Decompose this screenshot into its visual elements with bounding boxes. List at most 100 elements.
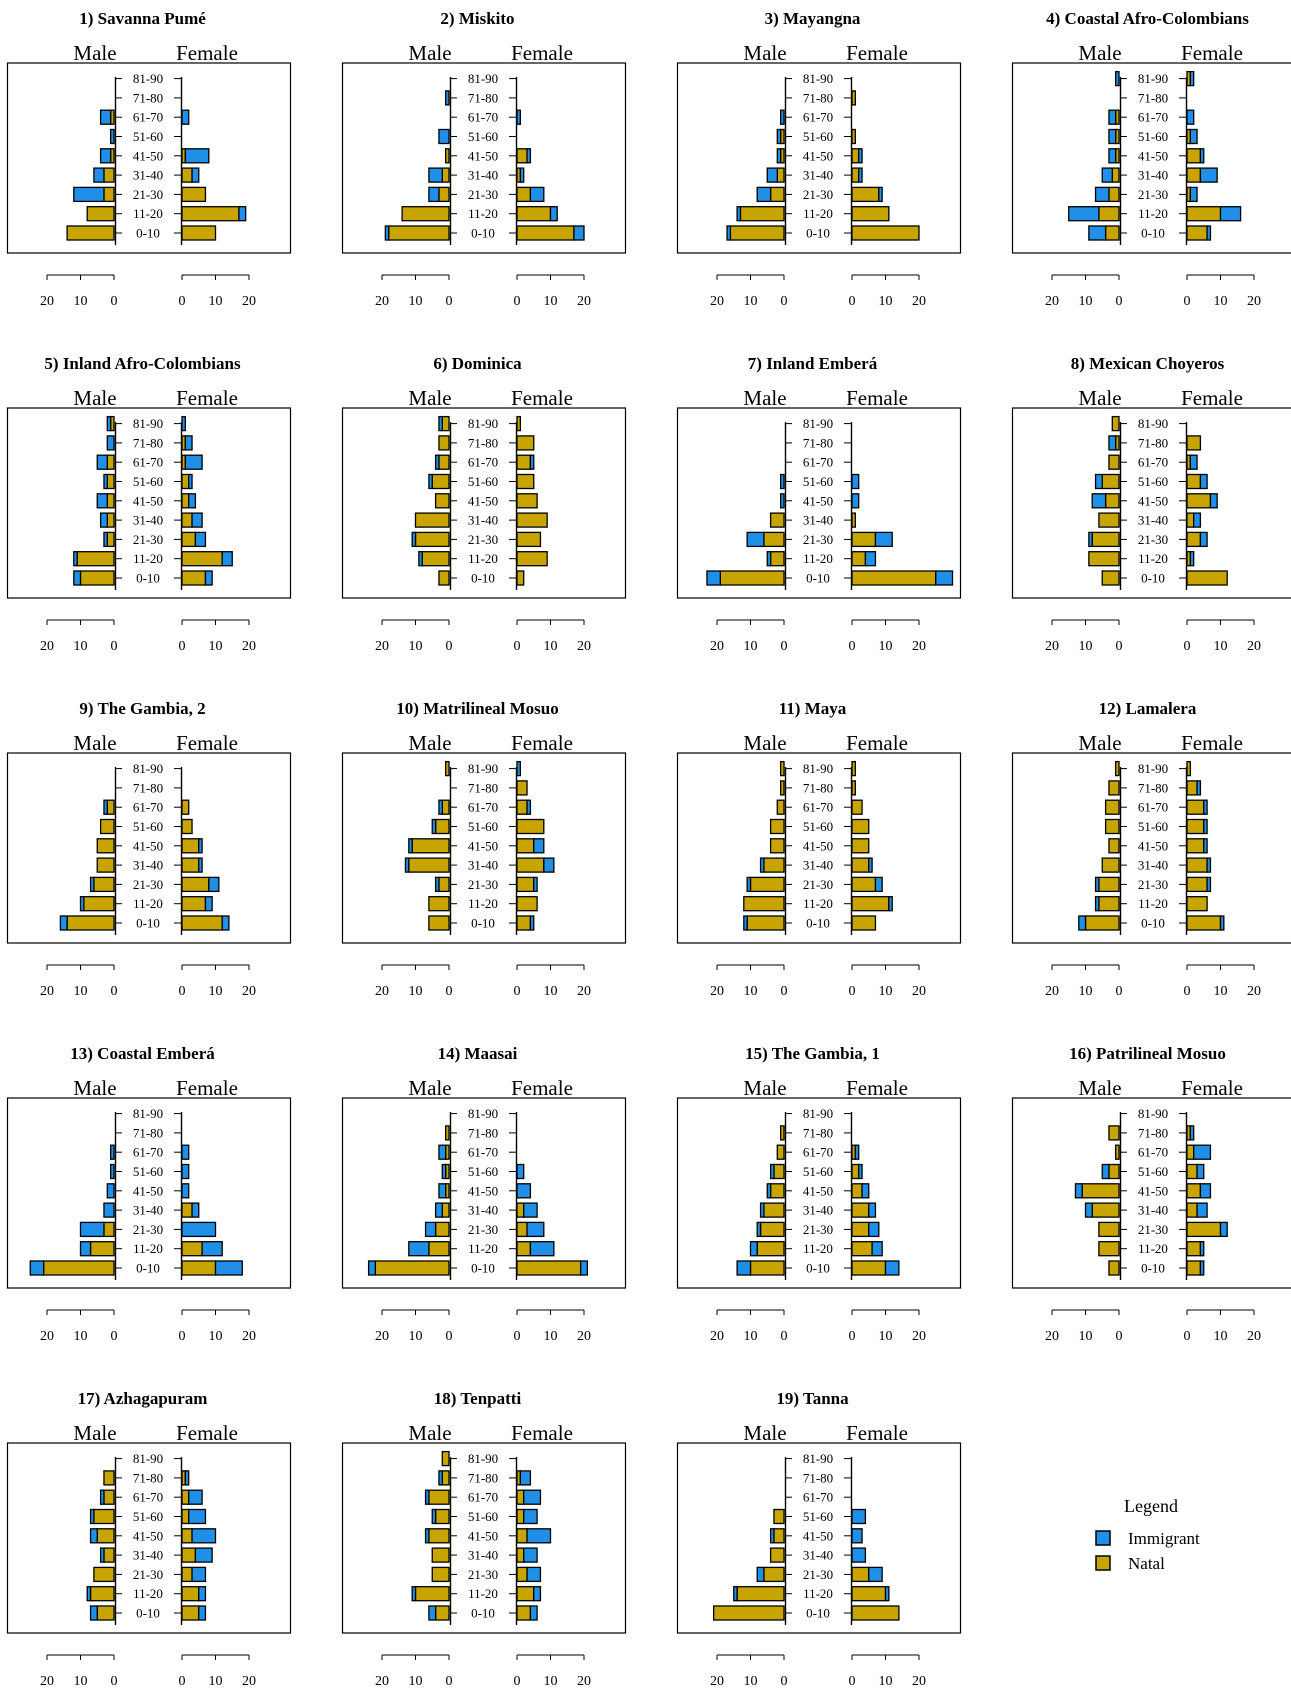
bar-female-immigrant	[529, 915, 535, 931]
bar-female-immigrant	[519, 1470, 532, 1486]
age-label: 11-20	[468, 1241, 498, 1256]
bar-female-natal	[181, 206, 240, 222]
age-label: 71-80	[468, 90, 498, 105]
age-label: 11-20	[468, 1586, 498, 1601]
bar-female-natal	[851, 799, 863, 815]
male-label: Male	[743, 41, 786, 65]
x-tick-label: 10	[544, 984, 558, 999]
bar-female-immigrant	[221, 915, 230, 931]
male-label: Male	[1078, 386, 1121, 410]
bar-female-natal	[181, 818, 193, 835]
age-label: 41-50	[803, 1183, 833, 1198]
bar-male-natal	[99, 818, 115, 835]
bar-male-immigrant	[438, 128, 450, 145]
bar-female-immigrant	[861, 1183, 870, 1199]
bar-female-immigrant	[1199, 531, 1208, 548]
x-tick-label: 10	[209, 1674, 223, 1688]
x-tick-label: 10	[1214, 639, 1228, 654]
age-label: 41-50	[1138, 1183, 1168, 1198]
panel-title: 6) Dominica	[433, 354, 522, 373]
age-label: 41-50	[1138, 493, 1168, 508]
bar-male-natal	[1091, 1202, 1120, 1218]
bar-male-natal	[739, 206, 785, 222]
bar-female-natal	[181, 225, 217, 241]
age-label: 0-10	[471, 1261, 495, 1276]
female-label: Female	[176, 1421, 238, 1445]
bar-male-immigrant	[438, 799, 443, 815]
bar-female-immigrant	[1199, 473, 1208, 490]
bar-male-immigrant	[99, 109, 112, 125]
bar-male-natal	[103, 1547, 115, 1563]
age-label: 81-90	[133, 416, 163, 431]
age-label: 81-90	[803, 416, 833, 431]
bar-male-natal	[106, 512, 115, 528]
bar-female-immigrant	[184, 454, 203, 470]
bar-male-immigrant	[756, 1221, 762, 1238]
age-label: 81-90	[468, 1451, 498, 1466]
bar-female-immigrant	[864, 551, 877, 567]
panel-title: 15) The Gambia, 1	[745, 1044, 880, 1063]
bar-male-immigrant	[1094, 876, 1100, 893]
x-tick-label: 0	[514, 294, 521, 309]
plot-frame	[676, 62, 962, 254]
x-tick-label: 10	[544, 1674, 558, 1688]
age-label: 0-10	[806, 1606, 830, 1621]
bar-male-immigrant	[99, 512, 108, 528]
bar-male-immigrant	[89, 1508, 95, 1525]
x-tick-label: 20	[40, 1674, 54, 1688]
pyramid-panel: 2) Miskito Male Female 0-10 11-20 21-30 31-40 4…	[341, 9, 627, 309]
bar-female-immigrant	[1189, 70, 1195, 87]
x-tick-label: 0	[111, 1674, 118, 1688]
bar-male-immigrant	[86, 1586, 92, 1602]
bar-male-natal	[445, 760, 450, 777]
x-tick-label: 20	[375, 639, 389, 654]
x-tick-label: 20	[1247, 639, 1261, 654]
age-label: 61-70	[468, 1490, 498, 1505]
bar-male-immigrant	[441, 1163, 447, 1180]
age-label: 31-40	[468, 513, 498, 528]
age-label: 0-10	[1141, 226, 1165, 241]
bar-male-natal	[780, 760, 785, 777]
bar-male-immigrant	[59, 915, 68, 931]
bar-male-natal	[83, 896, 115, 912]
x-tick-label: 10	[879, 1329, 893, 1344]
x-tick-label: 10	[1214, 984, 1228, 999]
age-label: 21-30	[133, 1222, 163, 1237]
bar-female-natal	[516, 1586, 535, 1602]
female-label: Female	[511, 1076, 573, 1100]
bar-female-immigrant	[868, 1202, 877, 1218]
bar-male-immigrant	[1108, 435, 1117, 451]
x-tick-label: 20	[577, 294, 591, 309]
female-label: Female	[846, 1076, 908, 1100]
male-label: Male	[743, 386, 786, 410]
female-label: Female	[511, 41, 573, 65]
female-label: Female	[846, 1421, 908, 1445]
bar-female-natal	[1186, 915, 1222, 931]
male-label: Male	[73, 41, 116, 65]
bar-male-natal	[749, 1260, 785, 1276]
bar-male-natal	[1098, 512, 1120, 528]
age-label: 71-80	[1138, 90, 1168, 105]
bar-female-immigrant	[543, 857, 555, 873]
bar-female-immigrant	[884, 1260, 900, 1276]
bar-female-natal	[851, 167, 860, 183]
age-label: 51-60	[1138, 819, 1168, 834]
bar-female-natal	[516, 1202, 525, 1218]
age-label: 41-50	[133, 1183, 163, 1198]
bar-female-immigrant	[1189, 186, 1198, 203]
age-label: 0-10	[806, 1261, 830, 1276]
age-label: 51-60	[133, 129, 163, 144]
age-label: 0-10	[1141, 916, 1165, 931]
bar-female-immigrant	[516, 109, 521, 125]
bar-female-immigrant	[188, 1508, 207, 1525]
bar-male-natal	[1111, 167, 1120, 183]
bar-male-natal	[1108, 838, 1120, 854]
bar-female-natal	[1186, 799, 1205, 815]
bar-female-natal	[181, 838, 200, 854]
bar-male-natal	[438, 454, 450, 470]
bar-female-immigrant	[1189, 454, 1198, 470]
age-label: 41-50	[803, 1528, 833, 1543]
female-label: Female	[846, 41, 908, 65]
bar-male-immigrant	[110, 1144, 115, 1160]
age-label: 41-50	[468, 838, 498, 853]
